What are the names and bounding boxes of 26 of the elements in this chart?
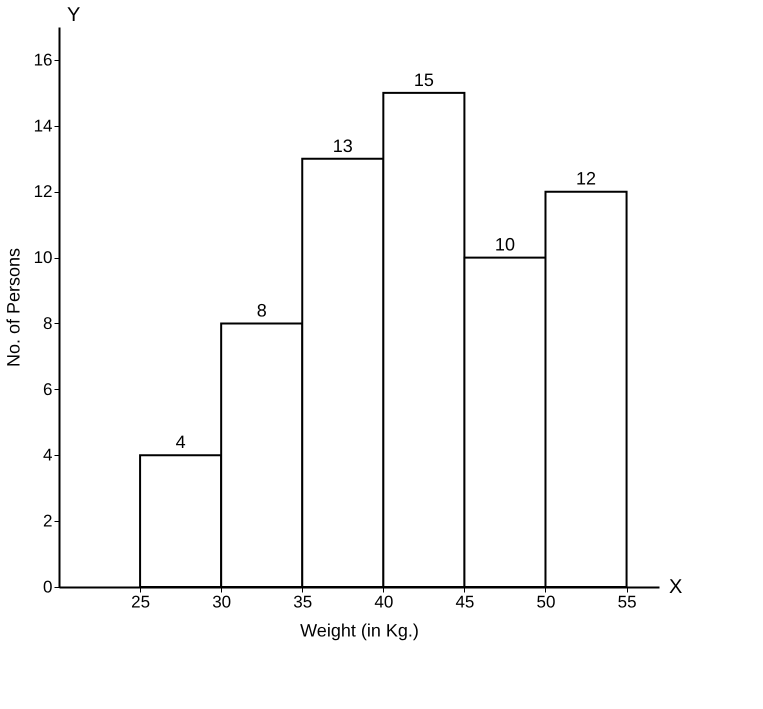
y-tick-label: 12 (34, 182, 52, 202)
y-tick-label: 14 (34, 116, 52, 136)
y-tick-label: 16 (34, 50, 52, 70)
y-tick-label: 8 (43, 314, 52, 333)
x-tick-label: 35 (293, 592, 312, 612)
y-tick-label: 6 (43, 380, 52, 399)
data-label: 12 (576, 168, 596, 189)
data-label: 13 (332, 136, 353, 156)
text: X (669, 576, 682, 598)
x-axis-title: Weight (in Kg.) (300, 620, 419, 640)
data-label: 10 (494, 234, 515, 255)
y-tick-label: 4 (43, 446, 52, 465)
y-tick-label: 2 (43, 512, 52, 531)
y-tick-label: 10 (34, 248, 52, 268)
text: Y (67, 4, 80, 26)
x-tick-label: 40 (374, 592, 394, 612)
data-label: 8 (256, 300, 267, 320)
data-label: 15 (414, 70, 434, 90)
x-tick-label: 50 (536, 592, 556, 612)
y-axis-title: No. of Persons (4, 248, 24, 368)
y-tick-label: 0 (43, 578, 52, 596)
data-label: 4 (176, 432, 186, 452)
x-tick-label: 25 (131, 592, 150, 612)
x-tick-label: 30 (212, 592, 232, 612)
x-tick-label: 55 (618, 592, 637, 612)
x-tick-label: 45 (455, 592, 474, 612)
